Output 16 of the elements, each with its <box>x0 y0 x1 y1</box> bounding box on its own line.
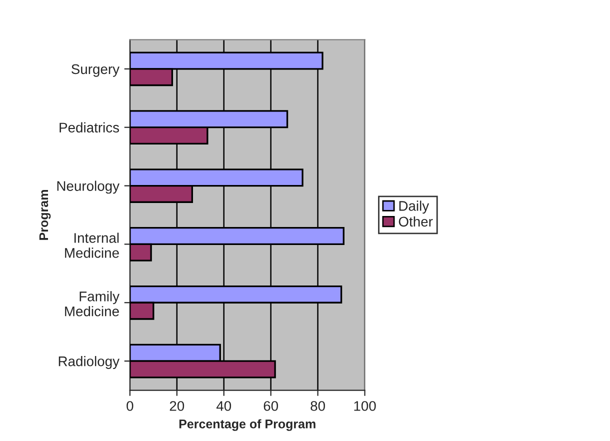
x-tick-label: 20 <box>170 401 184 411</box>
x-tick-label: 60 <box>264 401 278 411</box>
y-tick-label: Pediatrics <box>60 122 120 133</box>
legend-label: Daily <box>399 200 430 214</box>
y-tick-label: Radiology <box>58 356 120 369</box>
y-axis-title: Program <box>39 190 51 240</box>
y-tick-label: Neurology <box>57 180 120 194</box>
y-tick-label: Family Medicine <box>65 291 120 316</box>
x-tick-label: 40 <box>216 401 232 411</box>
legend-label: Other <box>398 216 433 227</box>
x-tick-label: 100 <box>354 401 376 411</box>
y-tick-label: Internal Medicine <box>65 232 119 258</box>
x-tick-label: 80 <box>310 401 325 411</box>
y-tick-label: Surgery <box>72 64 120 77</box>
x-axis-title: Percentage of Program <box>179 419 316 431</box>
x-tick-label: 0 <box>126 401 134 411</box>
